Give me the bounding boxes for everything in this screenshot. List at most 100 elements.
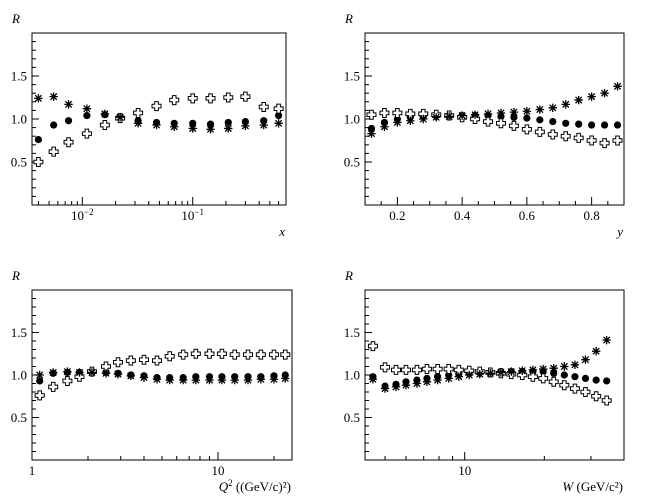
data-point-cross [418,108,429,119]
data-point-cross [527,371,538,382]
data-point-cross [229,349,240,360]
x-tick-label: 10 [458,463,471,478]
data-point-star [113,369,123,379]
data-point-cross [421,364,432,375]
x-tick-label: 1 [29,463,36,478]
data-point-circle [64,117,73,125]
data-point-star [549,364,558,373]
data-point-circle [571,373,579,381]
x-tick-label: 10−2 [71,207,94,223]
data-point-star [602,335,611,345]
data-point-circle [549,117,557,126]
data-point-star [570,360,580,369]
data-point-star [496,108,506,118]
data-point-cross [367,341,378,352]
data-point-cross [390,364,401,375]
data-point-star [48,368,58,377]
data-point-circle [50,121,58,129]
plot-frame [364,32,625,206]
data-point-star [64,100,73,109]
data-point-circle [523,114,531,122]
data-point-star [433,375,442,385]
y-tick-label: 1.0 [11,112,27,127]
data-point-star [243,375,253,385]
data-point-cross [580,387,591,397]
x-axis-label: y [615,224,623,239]
data-point-cross [151,101,162,112]
data-point-cross [379,107,390,118]
data-point-cross [164,351,175,362]
data-point-star [444,112,454,121]
data-point-cross [400,364,411,375]
data-point-circle [36,377,44,385]
data-point-cross [223,92,234,103]
data-point-cross [187,93,198,104]
data-point-cross [216,348,227,359]
data-point-cross [483,116,494,127]
data-point-cross [280,349,291,360]
data-point-cross [178,349,189,360]
data-point-star [206,125,215,134]
data-point-star [170,122,179,131]
data-point-cross [508,120,519,131]
data-point-star [464,370,474,380]
data-point-cross [33,157,44,167]
y-tick-label: 1.0 [344,368,360,383]
y-tick-label: 1.0 [344,112,360,127]
data-point-star [613,82,622,91]
x-tick-label: 10 [211,463,224,478]
data-point-circle [588,121,596,129]
data-point-star [422,377,432,386]
data-point-star [486,369,495,378]
data-point-star [507,367,516,376]
data-point-star [368,375,378,384]
data-point-star [406,116,415,125]
data-point-star [496,368,506,377]
data-point-star [34,94,43,103]
data-point-star [100,109,110,119]
data-point-star [256,375,266,384]
y-axis-label: R [344,11,353,26]
y-axis-label: R [11,11,20,26]
data-point-star [509,107,519,117]
data-point-cross [125,355,136,366]
data-point-star [548,103,557,113]
data-point-circle [600,121,609,129]
data-point-cross [113,357,123,368]
data-point-star [139,373,149,382]
data-point-star [274,119,283,128]
data-point-circle [560,371,568,379]
data-point-star [191,375,201,385]
x-tick-label: 10−1 [181,207,204,223]
data-point-cross [133,107,144,118]
data-point-circle [536,116,544,124]
data-point-circle [510,113,518,121]
data-point-star [518,366,527,375]
data-point-cross [559,380,570,391]
data-point-star [367,129,376,138]
data-point-star [49,92,58,101]
data-point-star [591,347,601,356]
data-point-star [412,379,422,388]
data-point-star [230,375,239,385]
chart-panel-bottom-right: 0.5 1.0 1.5 10 R W (GeV/c²) [344,268,625,494]
data-point-cross [255,349,266,360]
data-point-star [165,375,174,385]
data-point-circle [275,111,283,120]
data-point-star [63,367,72,376]
y-axis-label: R [344,268,353,283]
data-point-cross [138,354,149,365]
data-point-circle [562,119,570,127]
data-point-star [35,370,44,380]
data-point-star [457,111,467,120]
data-point-star [205,375,214,385]
x-tick-label: 0.8 [584,208,600,223]
y-tick-label: 0.5 [344,410,360,425]
data-point-star [454,372,463,381]
data-point-star [269,375,279,384]
y-tick-label: 0.5 [11,410,27,425]
data-point-cross [34,390,45,401]
data-point-star [224,124,233,133]
data-point-star [87,368,97,377]
